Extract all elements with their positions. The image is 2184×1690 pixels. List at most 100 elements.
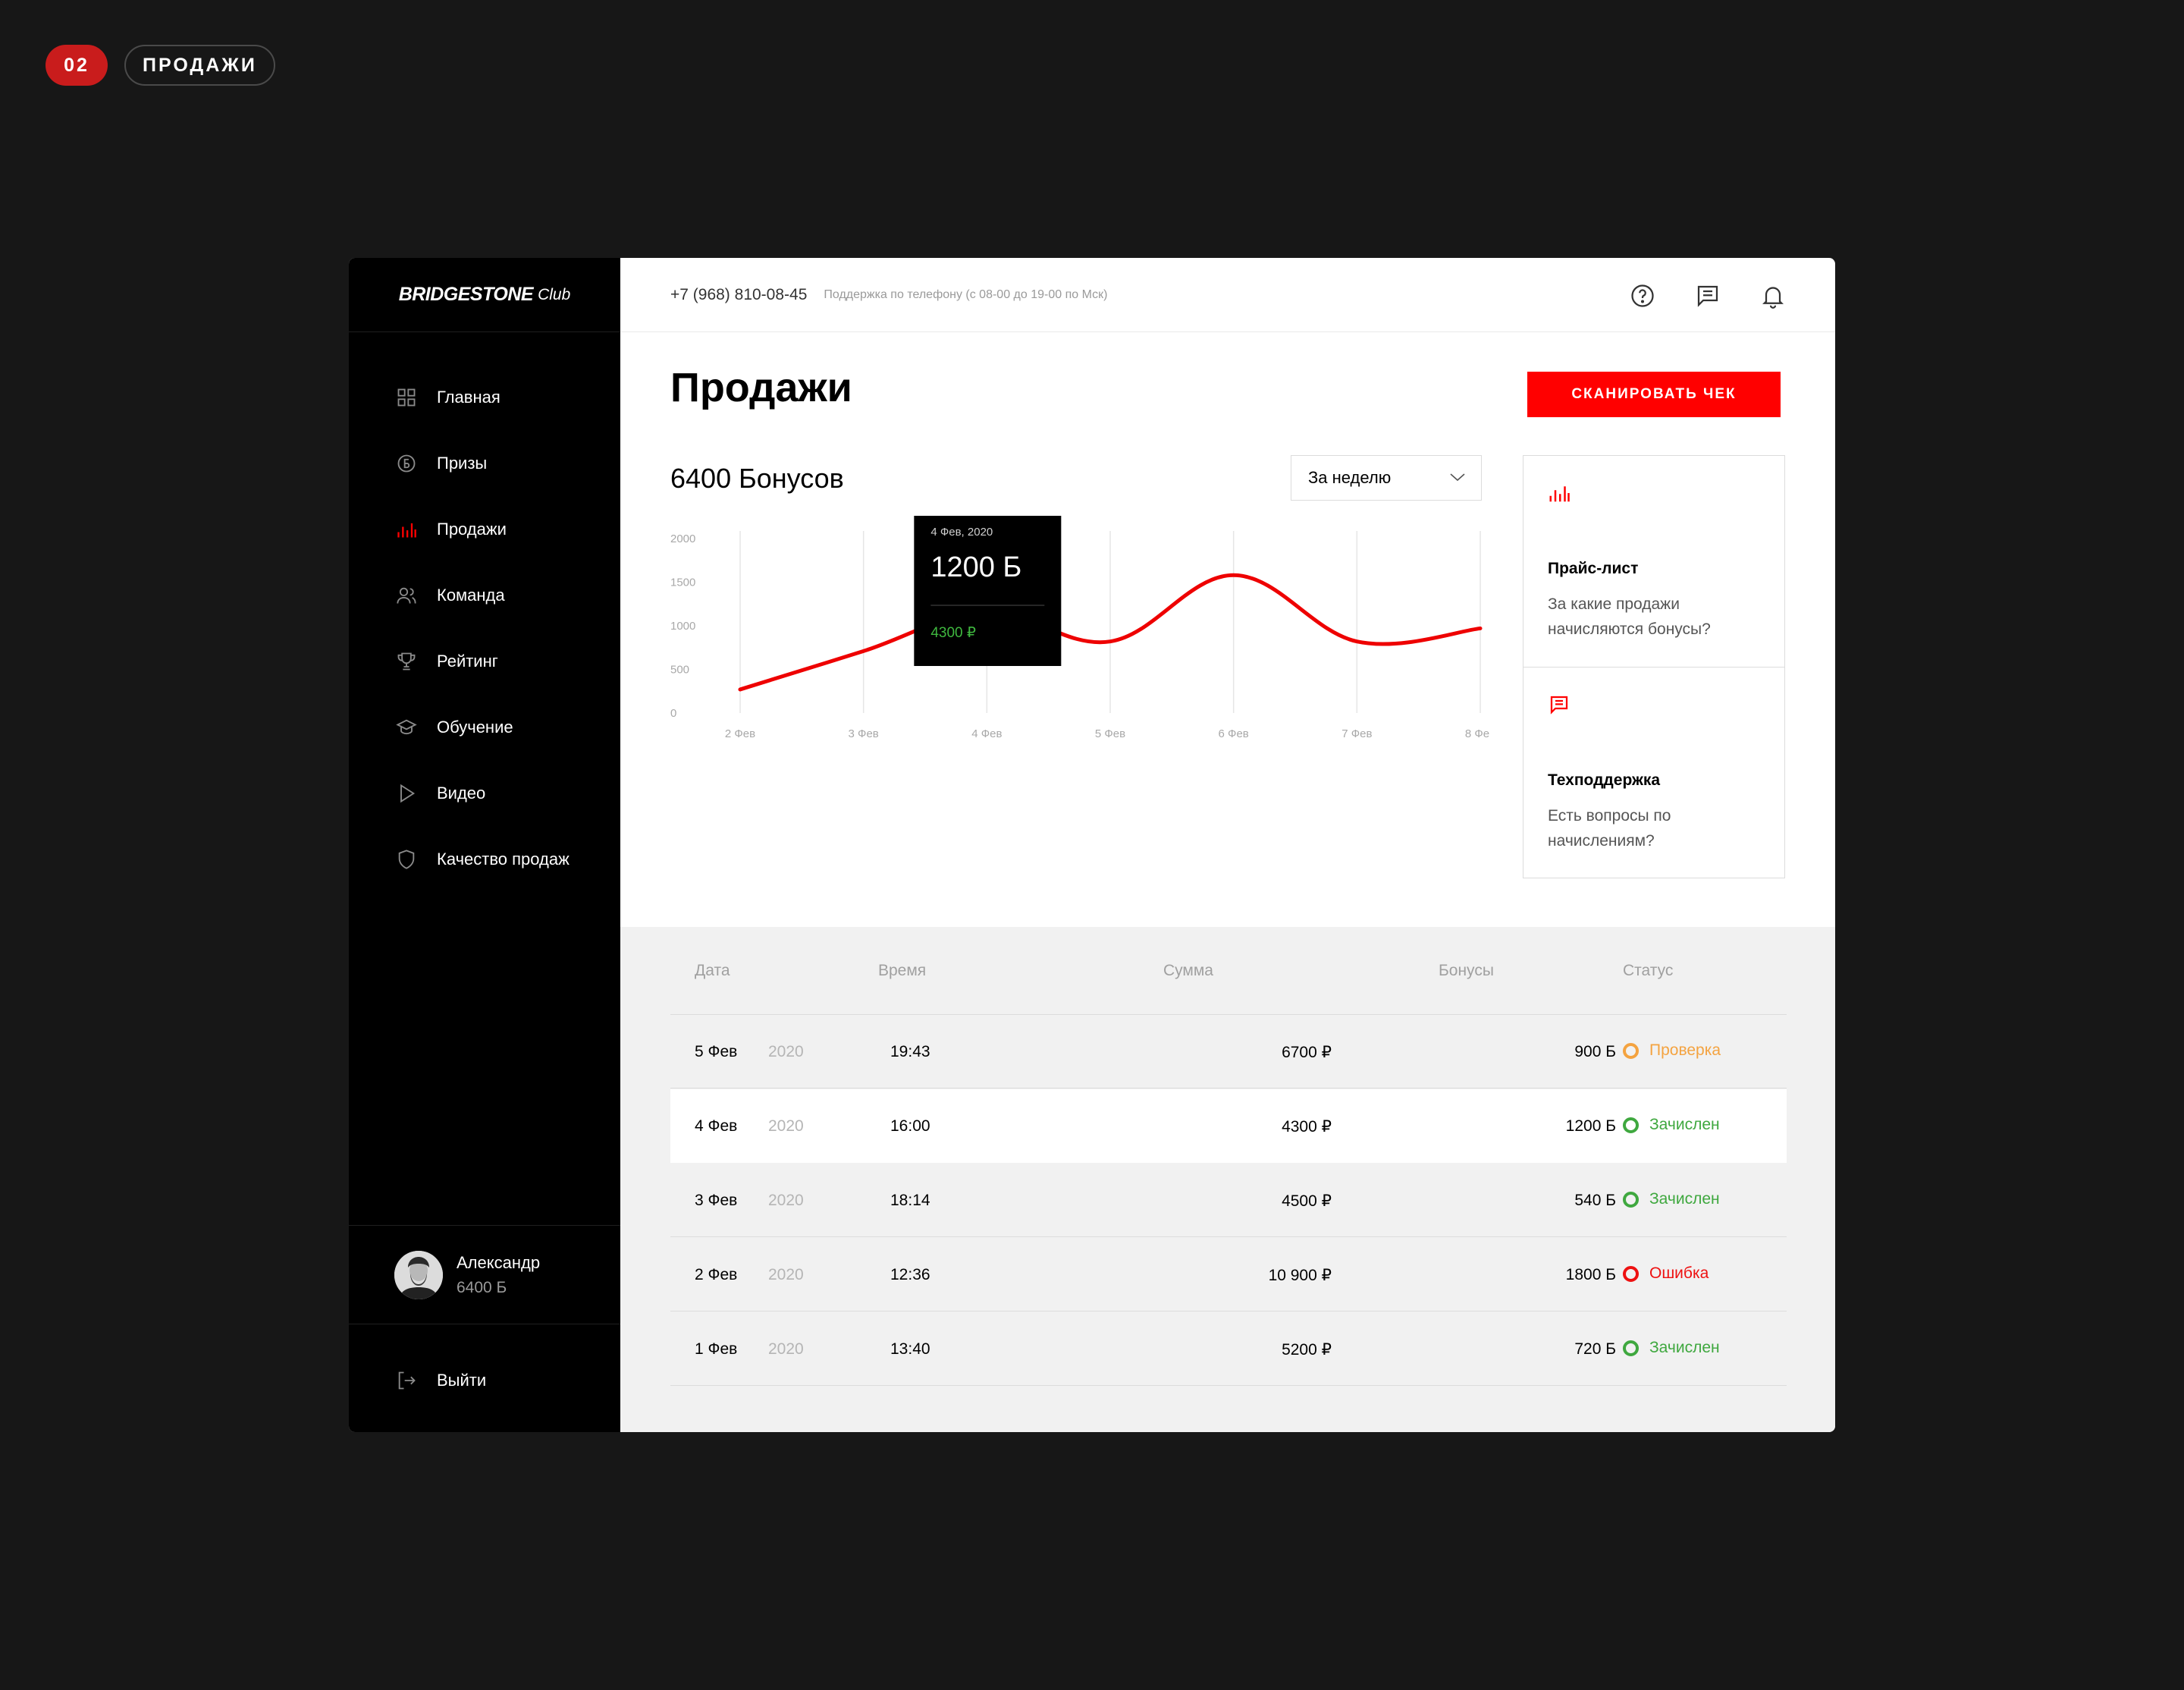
sidebar-item-label: Призы — [437, 453, 488, 473]
chat-icon — [1550, 696, 1568, 715]
table-row[interactable]: 3 Фев 2020 18:14 4500 ₽ 540 Б Зачислен — [670, 1164, 1787, 1237]
table-row[interactable]: 4 Фев 2020 16:00 4300 ₽ 1200 Б Зачислен — [670, 1089, 1787, 1163]
row-status: Зачислен — [1623, 1116, 1720, 1134]
data-point[interactable] — [1228, 569, 1240, 581]
sidebar-item-sales-quality[interactable]: Качество продаж — [349, 826, 620, 892]
chart-tooltip — [914, 516, 1062, 666]
sidebar-item-label: Обучение — [437, 717, 513, 737]
status-label: Зачислен — [1649, 1190, 1720, 1208]
row-bonus: 900 Б — [1574, 1043, 1616, 1060]
x-tick-label: 6 Фев — [1219, 727, 1249, 740]
column-bonus[interactable]: Бонусы — [1439, 962, 1494, 979]
row-sum: 10 900 ₽ — [1268, 1267, 1332, 1284]
x-tick-label: 8 Фев — [1465, 727, 1489, 740]
chat-icon[interactable] — [1694, 282, 1721, 309]
row-date: 4 Фев — [695, 1117, 738, 1135]
x-tick-label: 7 Фев — [1341, 727, 1372, 740]
graduation-cap-icon — [396, 717, 417, 738]
sidebar-item-prizes[interactable]: Призы — [349, 430, 620, 496]
bonus-total: 6400 Бонусов — [670, 463, 844, 494]
trophy-icon — [396, 651, 417, 672]
row-date: 3 Фев — [695, 1192, 738, 1209]
coin-icon — [396, 453, 417, 474]
sidebar-item-home[interactable]: Главная — [349, 364, 620, 430]
row-time: 12:36 — [890, 1266, 930, 1283]
logout-icon — [396, 1370, 417, 1391]
user-profile[interactable]: Александр 6400 Б — [349, 1225, 620, 1324]
row-year: 2020 — [768, 1117, 804, 1135]
status-dot — [1623, 1340, 1639, 1356]
period-select[interactable]: За неделю — [1291, 455, 1482, 501]
tooltip-value: 1200 Б — [930, 551, 1021, 583]
y-tick-label: 1000 — [670, 620, 695, 633]
grid-icon — [396, 387, 417, 408]
status-label: Зачислен — [1649, 1116, 1720, 1133]
logo-brand: BRIDGESTONE — [398, 284, 534, 305]
row-year: 2020 — [768, 1043, 804, 1060]
bar-chart-icon — [1549, 486, 1570, 502]
main-content: +7 (968) 810-08-45 Поддержка по телефону… — [620, 258, 1835, 1432]
support-phone[interactable]: +7 (968) 810-08-45 — [670, 285, 808, 303]
sidebar-item-team[interactable]: Команда — [349, 562, 620, 628]
sales-table: Дата Время Сумма Бонусы Статус 5 Фев 2020… — [620, 927, 1835, 1432]
row-status: Ошибка — [1623, 1264, 1709, 1283]
column-date[interactable]: Дата — [695, 962, 730, 979]
logo[interactable]: BRIDGESTONE Club — [349, 258, 620, 332]
status-dot — [1623, 1265, 1639, 1282]
card-text: За какие продажи начисляются бонусы? — [1548, 595, 1711, 638]
bell-icon[interactable] — [1759, 282, 1787, 309]
sidebar-item-sales[interactable]: Продажи — [349, 496, 620, 562]
info-cards: Прайс-лист За какие продажи начисляются … — [1523, 455, 1785, 878]
users-icon — [396, 585, 417, 606]
row-status: Проверка — [1623, 1041, 1721, 1060]
card-support[interactable]: Техподдержка Есть вопросы по начислениям… — [1523, 667, 1784, 878]
row-date: 1 Фев — [695, 1340, 738, 1358]
user-points: 6400 Б — [457, 1278, 507, 1296]
row-bonus: 1800 Б — [1565, 1266, 1616, 1283]
table-row[interactable]: 5 Фев 2020 19:43 6700 ₽ 900 Б Проверка — [670, 1015, 1787, 1088]
data-point[interactable] — [1474, 622, 1486, 634]
row-status: Зачислен — [1623, 1339, 1720, 1357]
sidebar-nav: Главная Призы Продажи Команда — [349, 364, 620, 892]
column-time[interactable]: Время — [878, 962, 927, 979]
table-row[interactable]: 1 Фев 2020 13:40 5200 ₽ 720 Б Зачислен — [670, 1312, 1787, 1386]
x-tick-label: 4 Фев — [971, 727, 1002, 740]
data-point[interactable] — [1104, 636, 1116, 648]
topbar: +7 (968) 810-08-45 Поддержка по телефону… — [620, 258, 1835, 332]
row-sum: 5200 ₽ — [1282, 1341, 1332, 1359]
sidebar-item-label: Главная — [437, 387, 500, 407]
logout-button[interactable]: Выйти — [396, 1370, 486, 1391]
row-date: 5 Фев — [695, 1043, 738, 1060]
data-point[interactable] — [1351, 636, 1363, 648]
status-label: Зачислен — [1649, 1339, 1720, 1356]
data-point[interactable] — [734, 683, 746, 696]
row-sum: 6700 ₽ — [1282, 1044, 1332, 1061]
sidebar-item-label: Команда — [437, 585, 505, 605]
shield-icon — [396, 849, 417, 870]
section-title-badge: ПРОДАЖИ — [124, 45, 275, 86]
status-dot — [1623, 1191, 1639, 1208]
help-icon[interactable] — [1629, 282, 1656, 309]
status-dot — [1623, 1117, 1639, 1133]
y-tick-label: 2000 — [670, 532, 695, 545]
table-row[interactable]: 2 Фев 2020 12:36 10 900 ₽ 1800 Б Ошибка — [670, 1238, 1787, 1311]
column-sum[interactable]: Сумма — [1163, 962, 1213, 979]
section-badges: 02 ПРОДАЖИ — [46, 45, 275, 86]
x-tick-label: 3 Фев — [849, 727, 879, 740]
sidebar-item-video[interactable]: Видео — [349, 760, 620, 826]
status-dot — [1623, 1042, 1639, 1059]
page-title: Продажи — [670, 365, 852, 410]
sidebar-item-rating[interactable]: Рейтинг — [349, 628, 620, 694]
row-time: 18:14 — [890, 1192, 930, 1209]
tooltip-amount: 4300 ₽ — [930, 625, 976, 641]
x-tick-label: 2 Фев — [725, 727, 755, 740]
status-label: Ошибка — [1649, 1264, 1709, 1282]
column-status[interactable]: Статус — [1623, 962, 1674, 979]
data-point[interactable] — [858, 645, 870, 657]
row-bonus: 720 Б — [1574, 1340, 1616, 1358]
user-name: Александр — [457, 1252, 541, 1272]
sidebar-item-education[interactable]: Обучение — [349, 694, 620, 760]
scan-receipt-button[interactable]: СКАНИРОВАТЬ ЧЕК — [1527, 372, 1781, 417]
support-hours: Поддержка по телефону (с 08-00 до 19-00 … — [824, 287, 1108, 301]
card-price-list[interactable]: Прайс-лист За какие продажи начисляются … — [1523, 456, 1784, 667]
